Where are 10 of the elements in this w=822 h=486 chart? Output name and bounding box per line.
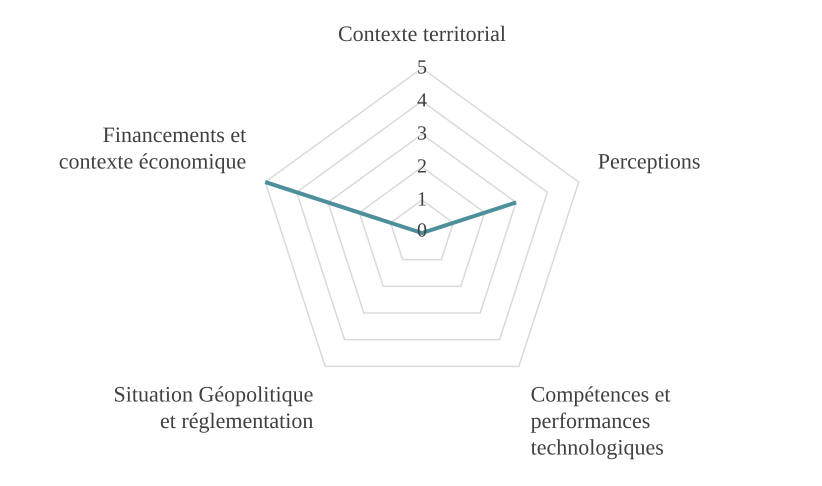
spoke-label: Financements et contexte économique <box>58 122 246 174</box>
spoke-label: Contexte territorial <box>338 20 506 46</box>
y-tick-label: 3 <box>417 122 427 144</box>
y-tick-label: 4 <box>417 89 427 112</box>
spoke-label: Situation Géopolitique et réglementation <box>114 381 314 433</box>
spoke-label: Perceptions <box>598 148 700 174</box>
y-tick-label: 1 <box>417 188 427 210</box>
y-tick-label: 5 <box>417 56 427 78</box>
spoke-label: Compétences et performances technologiques <box>530 381 671 460</box>
y-tick-label: 2 <box>417 155 427 178</box>
